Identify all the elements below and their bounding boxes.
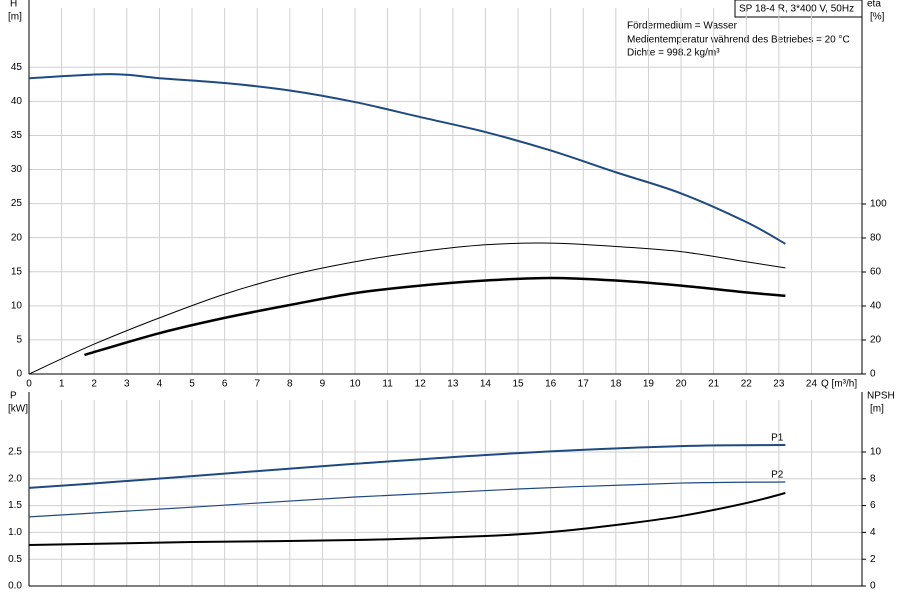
x-tick-label: 6 <box>222 379 228 390</box>
y-tick-label: 35 <box>11 130 23 141</box>
x-tick-label: 13 <box>447 379 459 390</box>
x-tick-label: 14 <box>480 379 492 390</box>
y2-tick-label: 2 <box>870 554 876 565</box>
x-tick-label: 2 <box>91 379 97 390</box>
x-tick-label: 22 <box>741 379 753 390</box>
y-axis-unit: [kW] <box>8 404 28 415</box>
y2-axis-label: eta <box>867 0 881 10</box>
y-tick-label: 20 <box>11 232 23 243</box>
x-tick-label: 0 <box>26 379 32 390</box>
y-axis-unit: [m] <box>8 12 22 23</box>
annotation: Medientemperatur während des Betriebes =… <box>627 35 850 46</box>
y2-tick-label: 60 <box>870 267 882 278</box>
x-tick-label: 16 <box>545 379 557 390</box>
y2-tick-label: 0 <box>870 581 876 592</box>
x-tick-label: 7 <box>254 379 260 390</box>
y2-tick-label: 10 <box>870 447 882 458</box>
series-label: P2 <box>771 470 784 481</box>
annotation: Dichte = 998.2 kg/m³ <box>627 48 720 59</box>
x-tick-label: 23 <box>773 379 785 390</box>
x-tick-label: 15 <box>512 379 524 390</box>
x-tick-label: 19 <box>643 379 655 390</box>
y-tick-label: 45 <box>11 62 23 73</box>
y-axis-label: H <box>10 0 17 10</box>
x-tick-label: 8 <box>287 379 293 390</box>
y2-axis-label: NPSH <box>867 391 895 402</box>
y2-tick-label: 0 <box>870 369 876 380</box>
x-tick-label: 1 <box>59 379 65 390</box>
curve <box>28 444 786 489</box>
y2-tick-label: 6 <box>870 500 876 511</box>
x-axis-label: Q [m³/h] <box>821 379 857 390</box>
curve <box>28 481 786 518</box>
y-tick-label: 2.0 <box>8 473 22 484</box>
y-axis-label: P <box>10 391 17 402</box>
y2-axis-unit: [m] <box>870 404 884 415</box>
x-tick-label: 17 <box>578 379 590 390</box>
annotation: Fördermedium = Wasser <box>627 21 738 32</box>
y-tick-label: 40 <box>11 96 23 107</box>
y-tick-label: 10 <box>11 300 23 311</box>
x-tick-label: 24 <box>806 379 818 390</box>
chart-title: SP 18-4 R, 3*400 V, 50Hz <box>739 4 854 15</box>
y-tick-label: 1.0 <box>8 527 22 538</box>
y2-tick-label: 8 <box>870 473 876 484</box>
x-tick-label: 18 <box>610 379 622 390</box>
y-tick-label: 30 <box>11 164 23 175</box>
x-tick-label: 11 <box>382 379 393 390</box>
y2-tick-label: 20 <box>870 335 882 346</box>
y-tick-label: 2.5 <box>8 447 22 458</box>
y-tick-label: 0.0 <box>8 581 22 592</box>
y-tick-label: 0 <box>16 369 22 380</box>
curve <box>28 73 786 245</box>
x-tick-label: 20 <box>675 379 687 390</box>
y-tick-label: 0.5 <box>8 554 22 565</box>
curve <box>84 276 786 357</box>
x-tick-label: 5 <box>189 379 195 390</box>
y2-axis-unit: [%] <box>870 12 885 23</box>
x-tick-label: 21 <box>708 379 720 390</box>
y-tick-label: 25 <box>11 198 23 209</box>
y-tick-label: 5 <box>16 335 22 346</box>
curve <box>28 242 786 375</box>
x-tick-label: 3 <box>124 379 130 390</box>
y2-tick-label: 100 <box>870 199 887 210</box>
x-tick-label: 9 <box>320 379 326 390</box>
curve <box>28 492 786 546</box>
x-tick-label: 4 <box>157 379 163 390</box>
y-tick-label: 15 <box>11 266 23 277</box>
series-label: P1 <box>771 433 784 444</box>
x-tick-label: 12 <box>415 379 427 390</box>
x-tick-label: 10 <box>349 379 361 390</box>
y2-tick-label: 40 <box>870 301 882 312</box>
y-tick-label: 1.5 <box>8 500 22 511</box>
y2-tick-label: 80 <box>870 233 882 244</box>
y2-tick-label: 4 <box>870 527 876 538</box>
